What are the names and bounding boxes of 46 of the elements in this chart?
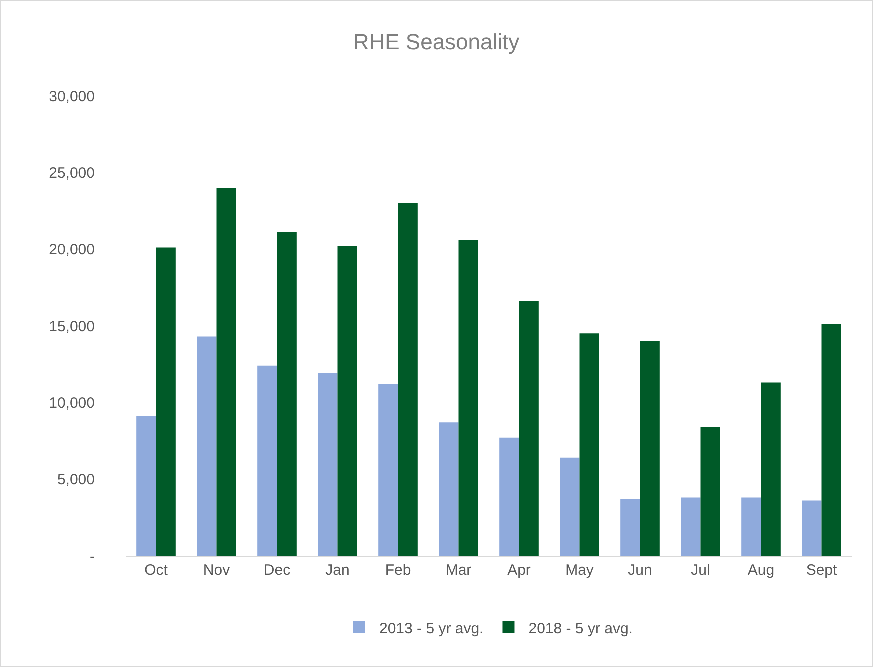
x-tick-label: Oct (144, 562, 169, 579)
chart-title: RHE Seasonality (353, 30, 520, 55)
bar (439, 422, 459, 556)
x-tick-label: Jan (326, 562, 350, 579)
bar (761, 382, 781, 556)
bar (156, 248, 176, 556)
bar (681, 498, 701, 556)
bar (398, 203, 418, 556)
bar (197, 336, 217, 556)
bar (258, 366, 278, 556)
y-tick-label: 5,000 (57, 472, 95, 489)
bar (500, 438, 520, 556)
x-tick-label: May (566, 562, 594, 579)
bar (338, 246, 358, 556)
y-tick-label: 20,000 (49, 242, 95, 259)
x-tick-label: Aug (748, 562, 775, 579)
bar (620, 499, 640, 556)
bar (580, 334, 600, 556)
bar (742, 498, 762, 556)
x-tick-label: Jul (691, 562, 710, 579)
y-tick-label: 15,000 (49, 318, 95, 336)
bar (640, 341, 660, 556)
bar (802, 500, 822, 556)
bar (136, 416, 156, 556)
x-tick-label: Feb (385, 562, 412, 579)
y-tick-label: - (90, 548, 95, 566)
x-tick-label: Nov (203, 562, 231, 579)
legend-label: 2013 - 5 yr avg. (380, 620, 484, 638)
bar (458, 240, 478, 556)
bar (277, 232, 297, 556)
y-tick-label: 10,000 (49, 394, 95, 412)
bar (318, 374, 338, 556)
bar (700, 427, 720, 556)
bar (560, 458, 580, 556)
bar (378, 384, 398, 556)
x-tick-label: Sept (806, 562, 838, 579)
x-tick-label: Mar (446, 562, 472, 579)
x-tick-label: Dec (264, 562, 292, 579)
x-tick-label: Jun (628, 562, 652, 579)
y-tick-label: 25,000 (49, 164, 95, 182)
bar (216, 188, 236, 556)
legend-label: 2018 - 5 yr avg. (528, 620, 633, 638)
bar (822, 324, 842, 556)
bar (519, 301, 539, 556)
x-tick-label: Apr (508, 562, 531, 579)
y-tick-label: 30,000 (49, 88, 95, 106)
